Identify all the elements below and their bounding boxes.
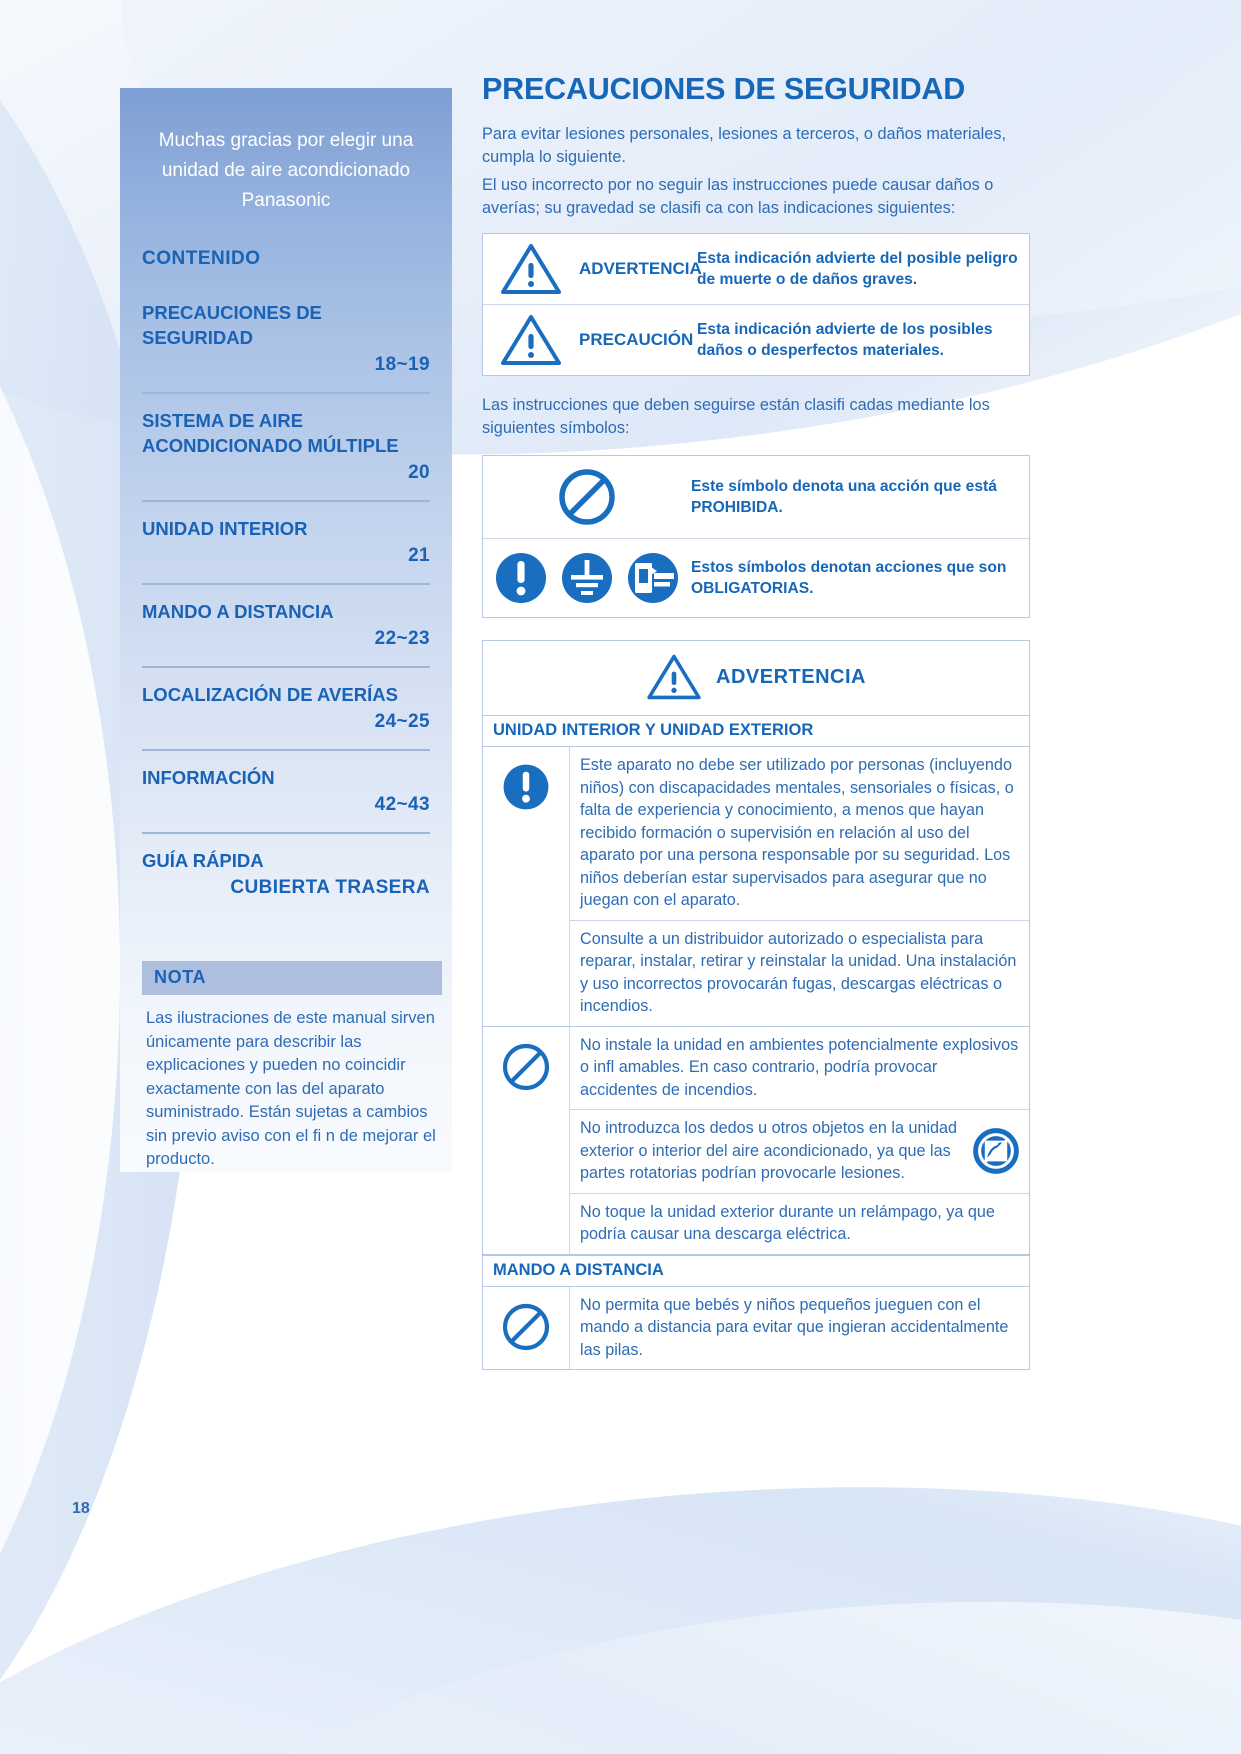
signal-word-label: ADVERTENCIA bbox=[579, 259, 702, 278]
mandatory-exclamation-icon bbox=[492, 549, 550, 607]
toc-item-localizacion-averias[interactable]: LOCALIZACIÓN DE AVERÍAS 24~25 bbox=[142, 666, 430, 747]
note-box: NOTA Las ilustraciones de este manual si… bbox=[142, 961, 442, 1172]
prohibition-icon bbox=[483, 456, 691, 538]
symbol-row-prohibited: Este símbolo denota una acción que está … bbox=[483, 456, 1029, 539]
toc-item-pages: 18~19 bbox=[374, 354, 430, 375]
thank-you-message: Muchas gracias por elegir una unidad de … bbox=[158, 130, 414, 211]
intro-paragraphs: Para evitar lesiones personales, lesione… bbox=[482, 123, 1030, 219]
toc-item-label: PRECAUCIONES DE SEGURIDAD bbox=[142, 302, 322, 348]
warning-item: No toque la unidad exterior durante un r… bbox=[580, 1202, 995, 1244]
symbol-description: Este símbolo denota una acción que está … bbox=[691, 478, 997, 516]
note-title: NOTA bbox=[142, 961, 442, 995]
toc-item-pages: CUBIERTA TRASERA bbox=[230, 877, 430, 898]
toc-item-pages: 21 bbox=[408, 545, 430, 566]
toc-item-label: SISTEMA DE AIRE ACONDICIONADO MÚLTIPLE bbox=[142, 410, 399, 456]
toc-item-precauciones[interactable]: PRECAUCIONES DE SEGURIDAD 18~19 bbox=[142, 300, 430, 390]
warning-group-prohibited: No instale la unidad en ambientes potenc… bbox=[483, 1026, 1029, 1255]
toc-item-informacion[interactable]: INFORMACIÓN 42~43 bbox=[142, 749, 430, 830]
toc-item-mando-a-distancia[interactable]: MANDO A DISTANCIA 22~23 bbox=[142, 583, 430, 664]
prohibition-icon bbox=[483, 1026, 570, 1254]
toc-item-guia-rapida[interactable]: GUÍA RÁPIDA CUBIERTA TRASERA bbox=[142, 832, 430, 913]
warning-item: Este aparato no debe ser utilizado por p… bbox=[570, 747, 1029, 921]
table-of-contents: CONTENIDO PRECAUCIONES DE SEGURIDAD 18~1… bbox=[120, 224, 452, 935]
symbols-intro-text: Las instrucciones que deben seguirse est… bbox=[482, 396, 990, 437]
signal-word-description: Esta indicación advierte del posible pel… bbox=[697, 250, 1018, 288]
warning-items: No permita que bebés y niños pequeños ju… bbox=[570, 1287, 1029, 1370]
warning-table-header: ADVERTENCIA bbox=[483, 641, 1029, 716]
toc-item-sistema-multiple[interactable]: SISTEMA DE AIRE ACONDICIONADO MÚLTIPLE 2… bbox=[142, 392, 430, 498]
toc-item-pages: 22~23 bbox=[374, 628, 430, 649]
earth-ground-icon bbox=[558, 549, 616, 607]
toc-item-pages: 24~25 bbox=[374, 711, 430, 732]
warning-section-title-remote-control: MANDO A DISTANCIA bbox=[483, 1254, 1029, 1287]
toc-item-label: GUÍA RÁPIDA bbox=[142, 850, 264, 871]
symbol-legend-table: Este símbolo denota una acción que está … bbox=[482, 455, 1030, 618]
mandatory-exclamation-icon bbox=[483, 747, 570, 1026]
signal-word-label: PRECAUCIÓN bbox=[579, 330, 694, 349]
toc-item-pages: 42~43 bbox=[374, 794, 430, 815]
signal-row-precaucion: PRECAUCIÓN Esta indicación advierte de l… bbox=[483, 305, 1029, 375]
sidebar: Muchas gracias por elegir una unidad de … bbox=[120, 88, 452, 1172]
warning-section-title-indoor-outdoor: UNIDAD INTERIOR Y UNIDAD EXTERIOR bbox=[483, 716, 1029, 747]
warning-item: Consulte a un distribuidor autorizado o … bbox=[580, 929, 1017, 1016]
intro-paragraph-2: El uso incorrecto por no seguir las inst… bbox=[482, 176, 994, 217]
signal-word-description: Esta indicación advierte de los posibles… bbox=[697, 321, 993, 359]
toc-item-unidad-interior[interactable]: UNIDAD INTERIOR 21 bbox=[142, 500, 430, 581]
signal-row-advertencia: ADVERTENCIA Esta indicación advierte del… bbox=[483, 234, 1029, 305]
warning-triangle-icon bbox=[483, 234, 579, 304]
warning-table-header-label: ADVERTENCIA bbox=[716, 665, 866, 688]
plug-connect-icon bbox=[624, 549, 682, 607]
toc-item-pages: 20 bbox=[408, 462, 430, 483]
warning-item: No instale la unidad en ambientes potenc… bbox=[570, 1027, 1029, 1110]
note-body: Las ilustraciones de este manual sirven … bbox=[146, 1009, 436, 1168]
toc-item-label: UNIDAD INTERIOR bbox=[142, 518, 308, 539]
page-number: 18 bbox=[72, 1500, 90, 1517]
toc-item-label: LOCALIZACIÓN DE AVERÍAS bbox=[142, 684, 398, 705]
no-touch-fan-icon bbox=[971, 1126, 1021, 1176]
mandatory-icons-group bbox=[483, 539, 691, 617]
symbol-description: Estos símbolos denotan acciones que son … bbox=[691, 559, 1007, 597]
warning-triangle-icon bbox=[483, 305, 579, 375]
warning-table: ADVERTENCIA UNIDAD INTERIOR Y UNIDAD EXT… bbox=[482, 640, 1030, 1370]
symbols-intro-wrapper: Las instrucciones que deben seguirse est… bbox=[482, 394, 1030, 439]
warning-item-with-icon: No introduzca los dedos u otros objetos … bbox=[570, 1110, 1029, 1194]
symbol-row-mandatory: Estos símbolos denotan acciones que son … bbox=[483, 539, 1029, 617]
warning-item: No permita que bebés y niños pequeños ju… bbox=[580, 1295, 1009, 1359]
signal-word-table: ADVERTENCIA Esta indicación advierte del… bbox=[482, 233, 1030, 376]
toc-item-label: MANDO A DISTANCIA bbox=[142, 601, 334, 622]
warning-group-mandatory: Este aparato no debe ser utilizado por p… bbox=[483, 747, 1029, 1027]
toc-item-label: INFORMACIÓN bbox=[142, 767, 275, 788]
intro-paragraph-1: Para evitar lesiones personales, lesione… bbox=[482, 125, 1006, 166]
toc-title: CONTENIDO bbox=[142, 248, 261, 269]
warning-items: Este aparato no debe ser utilizado por p… bbox=[570, 747, 1029, 1026]
prohibition-icon bbox=[483, 1286, 570, 1369]
main-content: PRECAUCIONES DE SEGURIDAD Para evitar le… bbox=[482, 72, 1030, 1370]
warning-items: No instale la unidad en ambientes potenc… bbox=[570, 1027, 1029, 1254]
warning-group-prohibited-remote: No permita que bebés y niños pequeños ju… bbox=[483, 1286, 1029, 1370]
page-title: PRECAUCIONES DE SEGURIDAD bbox=[482, 72, 966, 106]
warning-triangle-icon bbox=[646, 653, 702, 701]
warning-item-text: No introduzca los dedos u otros objetos … bbox=[580, 1119, 958, 1182]
